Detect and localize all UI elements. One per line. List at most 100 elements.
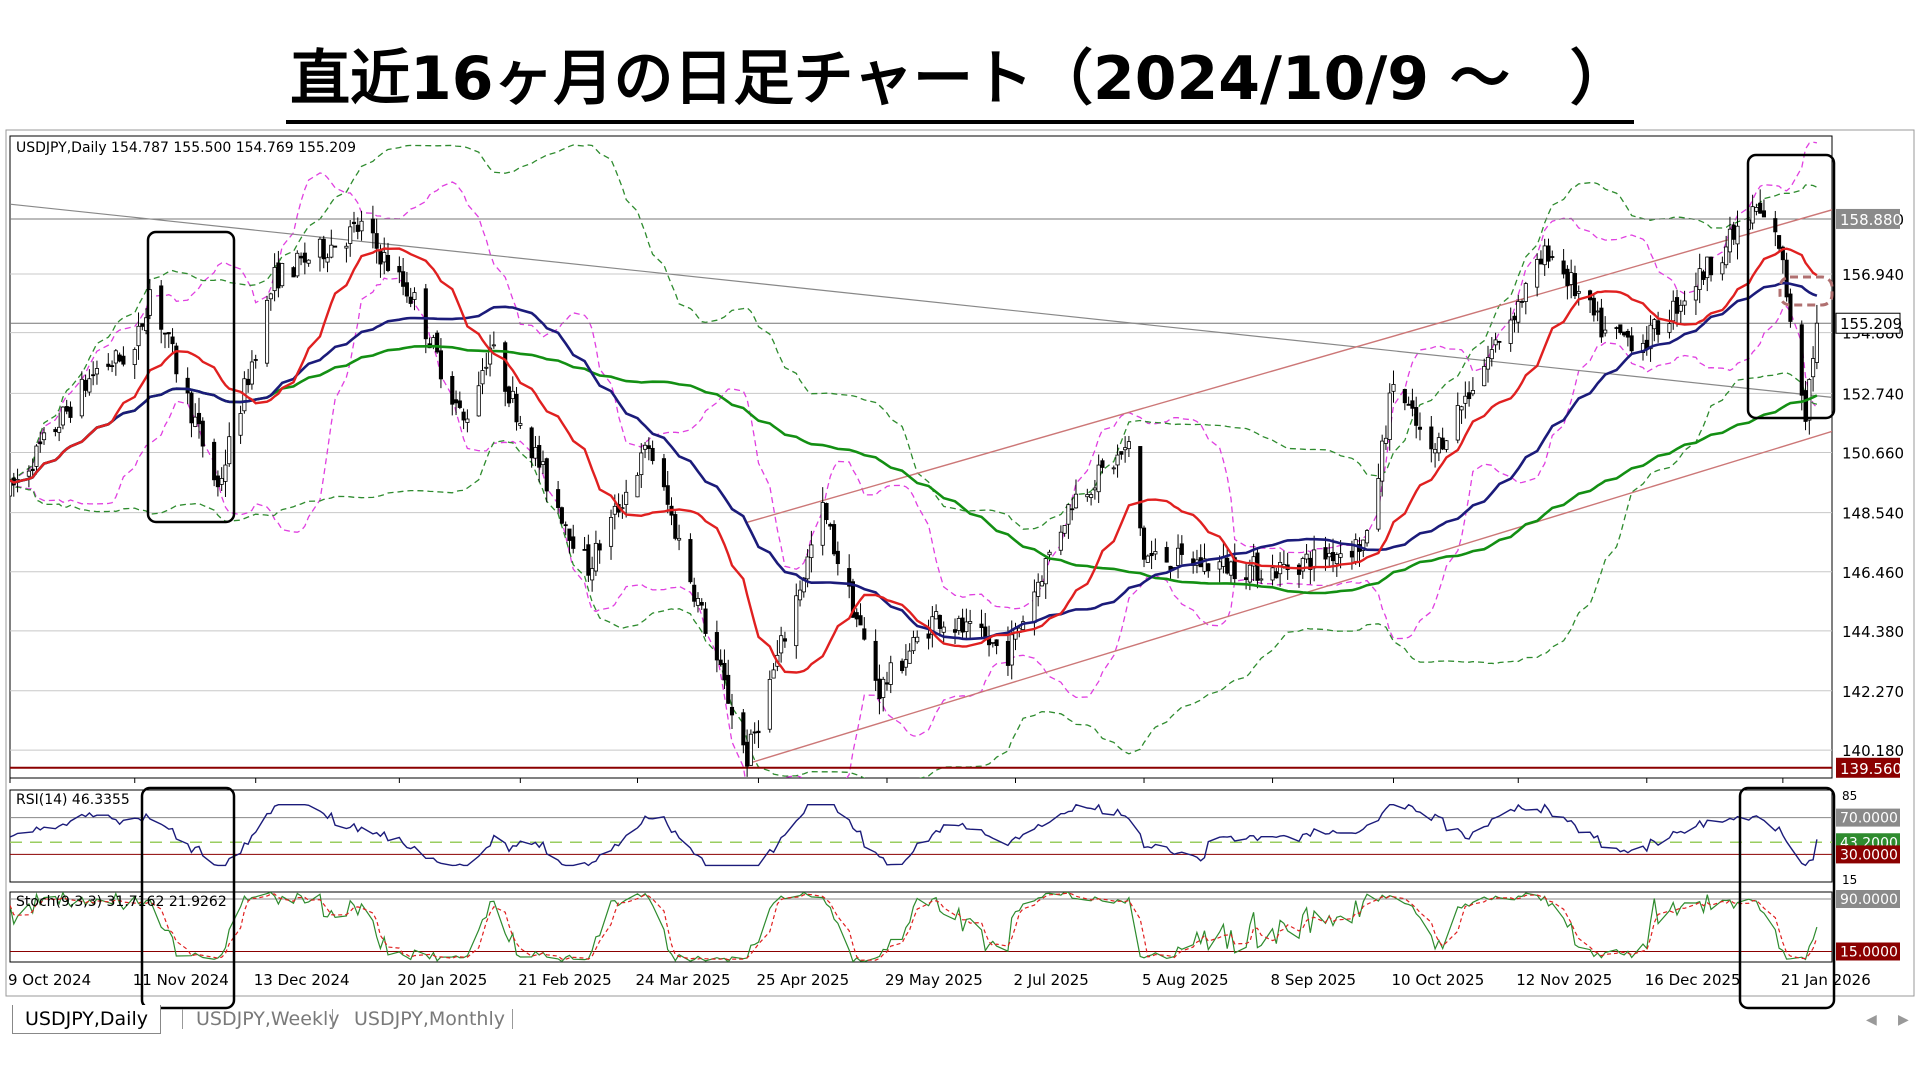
candle-body bbox=[87, 378, 92, 393]
candle-body bbox=[370, 218, 375, 234]
rsi-panel bbox=[9, 789, 1833, 883]
candle-body bbox=[10, 479, 13, 497]
scroll-left-icon[interactable]: ◀ bbox=[1866, 1012, 1877, 1028]
candle-body bbox=[159, 285, 164, 330]
candle-body bbox=[714, 632, 719, 661]
candle-body bbox=[1206, 563, 1211, 572]
bollinger-outer-upper bbox=[10, 144, 1818, 530]
page-title: 直近16ヶ月の日足チャート（2024/10/9 ～ ） bbox=[0, 30, 1920, 124]
candle-body bbox=[1126, 441, 1131, 450]
bollinger-inner-upper bbox=[10, 141, 1818, 610]
candle-body bbox=[677, 537, 682, 541]
candle-body bbox=[1304, 553, 1309, 560]
candle-body bbox=[1153, 551, 1158, 555]
tab-usdjpy-daily[interactable]: USDJPY,Daily bbox=[12, 1005, 161, 1034]
y-tick-label: 140.180 bbox=[1842, 742, 1904, 760]
candle-body bbox=[1735, 225, 1740, 245]
x-tick-label: 25 Apr 2025 bbox=[756, 971, 849, 989]
candle-body bbox=[900, 660, 905, 671]
candle-body bbox=[1145, 555, 1150, 563]
tab-usdjpy-monthly[interactable]: USDJPY,Monthly bbox=[354, 1008, 505, 1030]
candle-body bbox=[355, 224, 360, 232]
candle-body bbox=[612, 505, 617, 515]
candle-body bbox=[1814, 322, 1819, 363]
candle-body bbox=[926, 633, 931, 639]
candle-body bbox=[457, 400, 462, 408]
candle-body bbox=[1070, 508, 1075, 511]
candle-body bbox=[1622, 331, 1627, 336]
stoch-level-label: 15.0000 bbox=[1840, 945, 1898, 961]
candle-body bbox=[1678, 304, 1683, 312]
candle-body bbox=[1062, 525, 1067, 534]
rsi-level-label: 70.0000 bbox=[1840, 811, 1898, 827]
candle-body bbox=[556, 489, 561, 508]
candle-body bbox=[378, 249, 383, 265]
candle-body bbox=[83, 379, 88, 391]
y-tick-label: 150.660 bbox=[1842, 444, 1904, 462]
candle-body bbox=[1467, 392, 1472, 400]
candle-body bbox=[1096, 464, 1101, 493]
bollinger-inner-lower bbox=[10, 277, 1818, 778]
candle-body bbox=[397, 265, 402, 273]
candle-body bbox=[1780, 246, 1785, 261]
candle-body bbox=[1727, 228, 1732, 253]
candle-body bbox=[438, 350, 443, 380]
candle-body bbox=[608, 517, 614, 547]
candle-body bbox=[794, 595, 799, 647]
candle-body bbox=[136, 325, 141, 347]
candle-body bbox=[1327, 552, 1332, 558]
candle-body bbox=[1614, 327, 1619, 329]
candle-body bbox=[779, 635, 784, 654]
candle-body bbox=[333, 245, 338, 248]
candle-body bbox=[756, 730, 761, 734]
x-tick-label: 24 Mar 2025 bbox=[635, 971, 730, 989]
candle-body bbox=[1459, 406, 1464, 411]
candle-body bbox=[1111, 467, 1116, 470]
candle-body bbox=[1440, 437, 1445, 450]
candle-body bbox=[272, 267, 277, 292]
candle-body bbox=[185, 377, 190, 394]
candle-body bbox=[1629, 335, 1634, 352]
tab-divider bbox=[182, 1009, 183, 1029]
candle-body bbox=[695, 598, 701, 606]
candle-body bbox=[567, 528, 572, 541]
candle-body bbox=[990, 641, 995, 644]
candle-body bbox=[1387, 392, 1392, 440]
candle-body bbox=[106, 363, 111, 367]
candle-body bbox=[1640, 342, 1646, 353]
candle-body bbox=[215, 475, 220, 488]
price-tag-bg bbox=[1835, 312, 1901, 334]
candle-body bbox=[650, 447, 655, 462]
stoch-level-tag bbox=[1836, 890, 1900, 908]
scroll-right-icon[interactable]: ▶ bbox=[1898, 1012, 1909, 1028]
x-tick-label: 5 Aug 2025 bbox=[1142, 971, 1229, 989]
candle-body bbox=[1603, 329, 1608, 334]
candle-body bbox=[1489, 349, 1494, 360]
candle-body bbox=[170, 336, 175, 345]
candle-body bbox=[1542, 245, 1547, 266]
candle-body bbox=[162, 332, 168, 335]
candle-body bbox=[1251, 556, 1256, 567]
candle-body bbox=[1039, 581, 1045, 587]
tab-usdjpy-weekly[interactable]: USDJPY,Weekly bbox=[196, 1008, 340, 1030]
candle-body bbox=[57, 426, 62, 433]
candle-body bbox=[643, 444, 648, 450]
candle-body bbox=[491, 344, 496, 347]
candle-body bbox=[1523, 283, 1528, 302]
candle-body bbox=[1043, 558, 1048, 585]
x-tick-label: 20 Jan 2025 bbox=[397, 971, 487, 989]
y-tick-label: 156.940 bbox=[1842, 266, 1904, 284]
candle-body bbox=[1274, 571, 1279, 579]
candle-body bbox=[276, 262, 281, 289]
x-tick-label: 21 Feb 2025 bbox=[518, 971, 611, 989]
candle-body bbox=[431, 337, 436, 347]
candle-body bbox=[1349, 550, 1354, 558]
candle-body bbox=[212, 441, 217, 481]
candle-body bbox=[748, 733, 753, 766]
candle-body bbox=[1463, 395, 1468, 404]
candle-body bbox=[91, 374, 96, 377]
candle-body bbox=[593, 542, 598, 572]
candle-body bbox=[635, 474, 640, 498]
candle-body bbox=[480, 370, 485, 385]
candle-body bbox=[1391, 384, 1396, 392]
